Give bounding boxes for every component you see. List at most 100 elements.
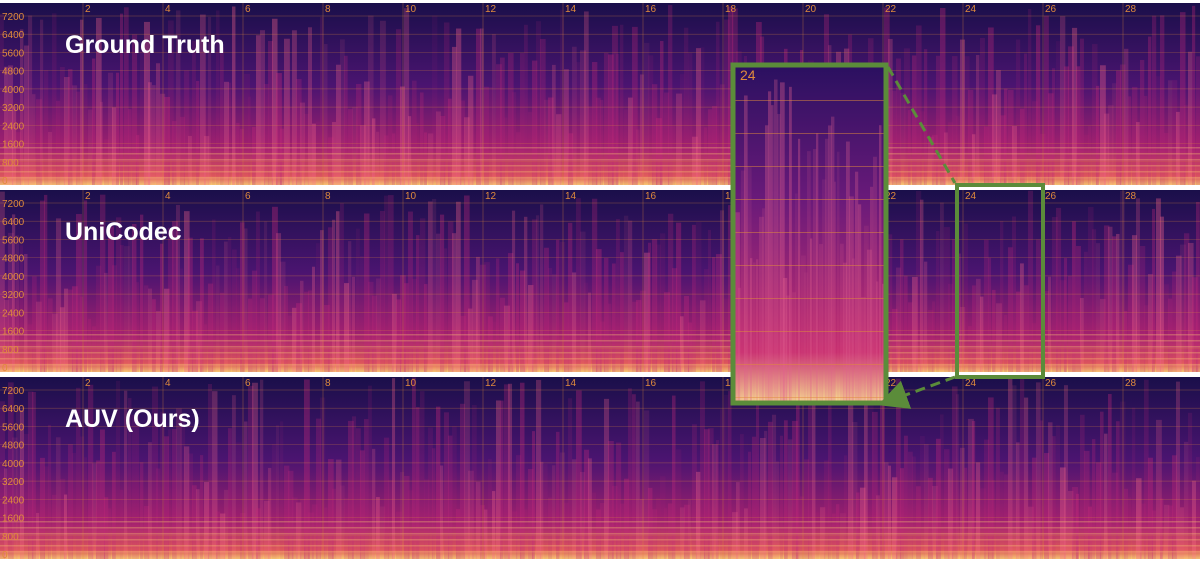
- texture: [1056, 41, 1061, 185]
- texture: [444, 22, 450, 185]
- texture: [384, 437, 390, 559]
- texture: [488, 87, 493, 185]
- texture: [572, 272, 577, 372]
- texture: [813, 149, 817, 403]
- texture: [92, 463, 97, 559]
- texture: [1028, 190, 1034, 372]
- texture: [735, 397, 884, 398]
- y-tick-label: 5600: [2, 48, 25, 59]
- texture: [908, 302, 913, 372]
- texture: [831, 116, 835, 403]
- texture: [688, 52, 693, 185]
- texture: [92, 58, 96, 185]
- x-tick-label: 26: [1045, 191, 1057, 202]
- texture: [896, 58, 901, 185]
- texture: [676, 222, 682, 372]
- texture: [136, 282, 140, 372]
- texture: [1012, 125, 1018, 185]
- texture: [252, 382, 258, 559]
- texture: [188, 453, 193, 559]
- texture: [120, 489, 124, 559]
- texture: [1004, 314, 1008, 372]
- texture: [772, 414, 777, 559]
- texture: [1048, 93, 1054, 185]
- texture: [436, 111, 441, 185]
- texture: [400, 86, 405, 185]
- texture: [20, 410, 25, 559]
- texture: [176, 204, 180, 372]
- texture: [741, 170, 746, 403]
- texture: [452, 46, 457, 185]
- texture: [936, 230, 940, 372]
- texture: [759, 216, 764, 403]
- texture: [0, 13, 4, 185]
- texture: [328, 459, 334, 559]
- texture: [696, 48, 702, 186]
- texture: [1164, 284, 1169, 372]
- texture: [1092, 44, 1098, 185]
- texture: [648, 487, 653, 559]
- y-tick-label: 4000: [2, 85, 25, 96]
- texture: [396, 299, 402, 372]
- texture: [504, 117, 508, 185]
- texture: [688, 499, 692, 559]
- texture: [980, 488, 986, 559]
- texture: [824, 460, 829, 559]
- texture: [292, 497, 298, 559]
- texture: [424, 132, 428, 185]
- texture: [224, 81, 230, 185]
- texture: [284, 286, 289, 372]
- texture: [0, 352, 1200, 354]
- texture: [849, 196, 854, 403]
- texture: [388, 195, 394, 372]
- texture: [96, 460, 101, 559]
- texture: [904, 435, 908, 559]
- texture: [735, 100, 884, 101]
- texture: [156, 468, 161, 559]
- x-tick-label: 26: [1045, 4, 1057, 15]
- texture: [720, 84, 725, 185]
- texture: [912, 276, 918, 372]
- texture: [932, 134, 938, 185]
- texture: [1052, 436, 1056, 559]
- texture: [616, 442, 622, 559]
- y-tick-label: 1600: [2, 514, 25, 525]
- texture: [904, 275, 908, 372]
- texture: [612, 485, 618, 559]
- texture: [488, 458, 492, 559]
- texture: [200, 14, 206, 185]
- texture: [1088, 506, 1093, 559]
- texture: [540, 461, 544, 559]
- spectrogram: [0, 190, 1200, 372]
- texture: [1036, 382, 1041, 559]
- texture: [632, 26, 638, 186]
- texture: [816, 133, 819, 403]
- texture: [1020, 108, 1025, 185]
- texture: [420, 218, 426, 372]
- texture: [412, 377, 416, 559]
- x-tick-label: 6: [245, 191, 251, 202]
- texture: [104, 272, 108, 372]
- texture: [648, 55, 654, 185]
- texture: [432, 198, 437, 372]
- texture: [1180, 507, 1184, 559]
- texture: [104, 139, 109, 185]
- texture: [496, 64, 502, 185]
- texture: [352, 416, 357, 559]
- texture: [1000, 115, 1006, 185]
- texture: [964, 467, 968, 559]
- texture: [608, 303, 612, 372]
- texture: [828, 404, 832, 559]
- texture: [216, 265, 220, 372]
- texture: [840, 243, 844, 403]
- texture: [400, 275, 406, 372]
- texture: [765, 125, 769, 403]
- texture: [224, 489, 229, 559]
- texture: [920, 111, 925, 185]
- texture: [128, 398, 132, 559]
- texture: [1188, 412, 1193, 559]
- texture: [738, 287, 742, 403]
- texture: [248, 298, 253, 372]
- texture: [992, 289, 996, 372]
